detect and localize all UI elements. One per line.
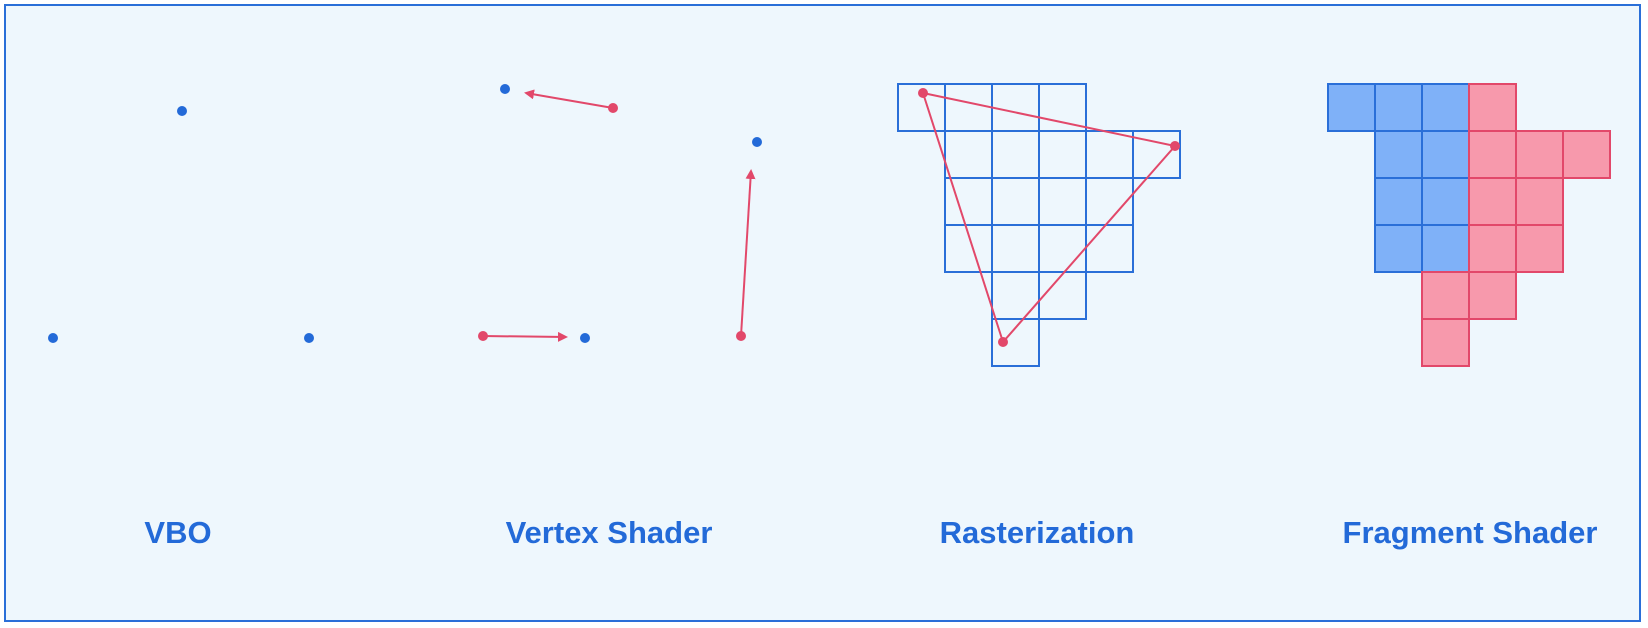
raster-cell bbox=[1038, 130, 1087, 179]
fragment-cell-pink bbox=[1562, 130, 1611, 179]
triangle-vertex-a bbox=[918, 88, 928, 98]
fragment-cell-pink bbox=[1515, 130, 1564, 179]
fragment-cell-blue bbox=[1374, 83, 1423, 132]
vbo-vertex-left bbox=[48, 333, 58, 343]
fragment-cell-pink bbox=[1515, 177, 1564, 226]
raster-cell bbox=[1038, 83, 1087, 132]
rasterization-label: Rasterization bbox=[940, 515, 1135, 550]
transform-arrow-bottom-left bbox=[482, 331, 568, 342]
fragment-cell-pink bbox=[1468, 130, 1517, 179]
raster-cell bbox=[1038, 271, 1087, 320]
raster-cell bbox=[1085, 224, 1134, 273]
fragment-cell-pink bbox=[1468, 271, 1517, 320]
fragment-cell-pink bbox=[1468, 83, 1517, 132]
raster-cell bbox=[991, 224, 1040, 273]
vbo-vertex-right bbox=[304, 333, 314, 343]
transform-arrow-right bbox=[740, 169, 756, 337]
raster-cell bbox=[1038, 177, 1087, 226]
fragment-shader-panel bbox=[1327, 83, 1611, 367]
result-vertex-right bbox=[752, 137, 762, 147]
fragment-cell-blue bbox=[1421, 130, 1470, 179]
fragment-cell-pink bbox=[1421, 271, 1470, 320]
raster-cell bbox=[991, 318, 1040, 367]
source-vertex-right bbox=[736, 331, 746, 341]
raster-cell bbox=[991, 83, 1040, 132]
transform-arrow-top bbox=[524, 89, 614, 109]
fragment-cell-blue bbox=[1374, 177, 1423, 226]
fragment-cell-pink bbox=[1421, 318, 1470, 367]
fragment-cell-pink bbox=[1515, 224, 1564, 273]
raster-cell bbox=[1085, 130, 1134, 179]
rasterization-panel bbox=[897, 83, 1181, 367]
triangle-vertex-c bbox=[998, 337, 1008, 347]
fragment-cell-blue bbox=[1421, 224, 1470, 273]
raster-cell bbox=[1132, 130, 1181, 179]
raster-cell bbox=[1038, 224, 1087, 273]
fragment-cell-pink bbox=[1468, 177, 1517, 226]
raster-cell bbox=[991, 130, 1040, 179]
result-vertex-top bbox=[500, 84, 510, 94]
result-vertex-bottom-left bbox=[580, 333, 590, 343]
triangle-vertex-b bbox=[1170, 141, 1180, 151]
raster-grid bbox=[897, 83, 1181, 367]
raster-cell bbox=[991, 177, 1040, 226]
raster-cell bbox=[944, 83, 993, 132]
vbo-vertex-top bbox=[177, 106, 187, 116]
vertex-shader-panel bbox=[478, 84, 762, 343]
fragment-cell-blue bbox=[1374, 130, 1423, 179]
rasterized-triangle bbox=[921, 91, 1177, 344]
vbo-label: VBO bbox=[144, 515, 211, 550]
raster-cell bbox=[991, 271, 1040, 320]
fragment-cell-pink bbox=[1468, 224, 1517, 273]
fragment-cell-blue bbox=[1421, 83, 1470, 132]
raster-cell bbox=[944, 130, 993, 179]
source-vertex-bottom-left bbox=[478, 331, 488, 341]
fragment-cell-blue bbox=[1374, 224, 1423, 273]
fragment-cell-blue bbox=[1421, 177, 1470, 226]
vbo-panel bbox=[48, 106, 314, 343]
fragment-cell-blue bbox=[1327, 83, 1376, 132]
vertex-shader-label: Vertex Shader bbox=[506, 515, 713, 550]
fragment-shader-label: Fragment Shader bbox=[1343, 515, 1598, 550]
source-vertex-top bbox=[608, 103, 618, 113]
